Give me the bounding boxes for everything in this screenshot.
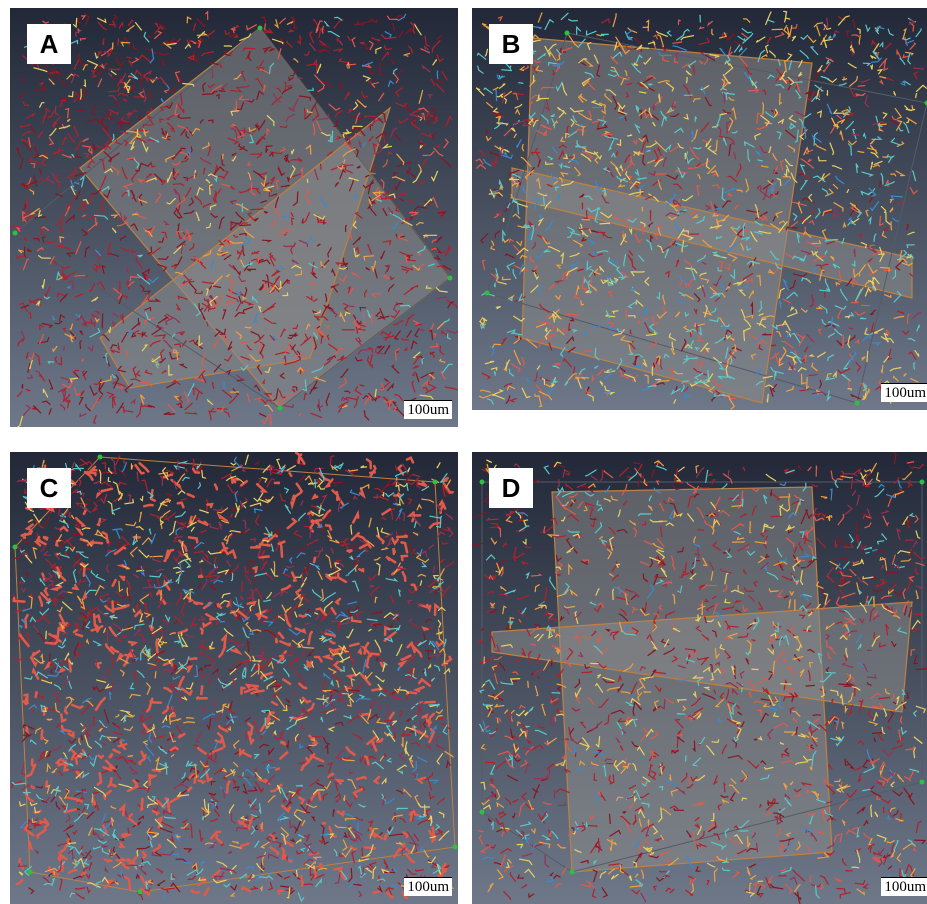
scale-bar: 100um bbox=[404, 877, 452, 896]
figure: A 100um B 100um C 100um D 100um bbox=[0, 0, 927, 904]
panel: A 100um bbox=[10, 8, 458, 427]
panel-label: D bbox=[489, 468, 533, 508]
panel: D 100um bbox=[472, 452, 927, 904]
vertex bbox=[258, 26, 263, 31]
panel: C 100um bbox=[10, 452, 458, 904]
vertex bbox=[28, 870, 33, 875]
vertex bbox=[278, 406, 283, 411]
vertex bbox=[485, 291, 490, 296]
vertex bbox=[570, 870, 575, 875]
vertex bbox=[480, 810, 485, 815]
vertex bbox=[453, 845, 458, 850]
vertex bbox=[920, 480, 925, 485]
rendering bbox=[472, 452, 927, 904]
vertex bbox=[13, 231, 18, 236]
vertex bbox=[98, 455, 103, 460]
panel-label: C bbox=[27, 468, 71, 508]
vertex bbox=[448, 276, 453, 281]
panel: B 100um bbox=[472, 8, 927, 410]
vertex bbox=[565, 31, 570, 36]
panel-label: B bbox=[489, 24, 533, 64]
scale-bar: 100um bbox=[881, 877, 927, 896]
vertex bbox=[480, 480, 485, 485]
panel-label: A bbox=[27, 24, 71, 64]
vertex bbox=[433, 480, 438, 485]
scale-bar: 100um bbox=[404, 400, 452, 419]
vertex bbox=[138, 890, 143, 895]
rendering bbox=[472, 8, 927, 410]
vertex bbox=[855, 401, 860, 406]
vertex bbox=[13, 545, 18, 550]
vertex bbox=[920, 780, 925, 785]
rendering bbox=[10, 8, 458, 427]
scale-bar: 100um bbox=[881, 383, 927, 402]
rendering bbox=[10, 452, 458, 904]
